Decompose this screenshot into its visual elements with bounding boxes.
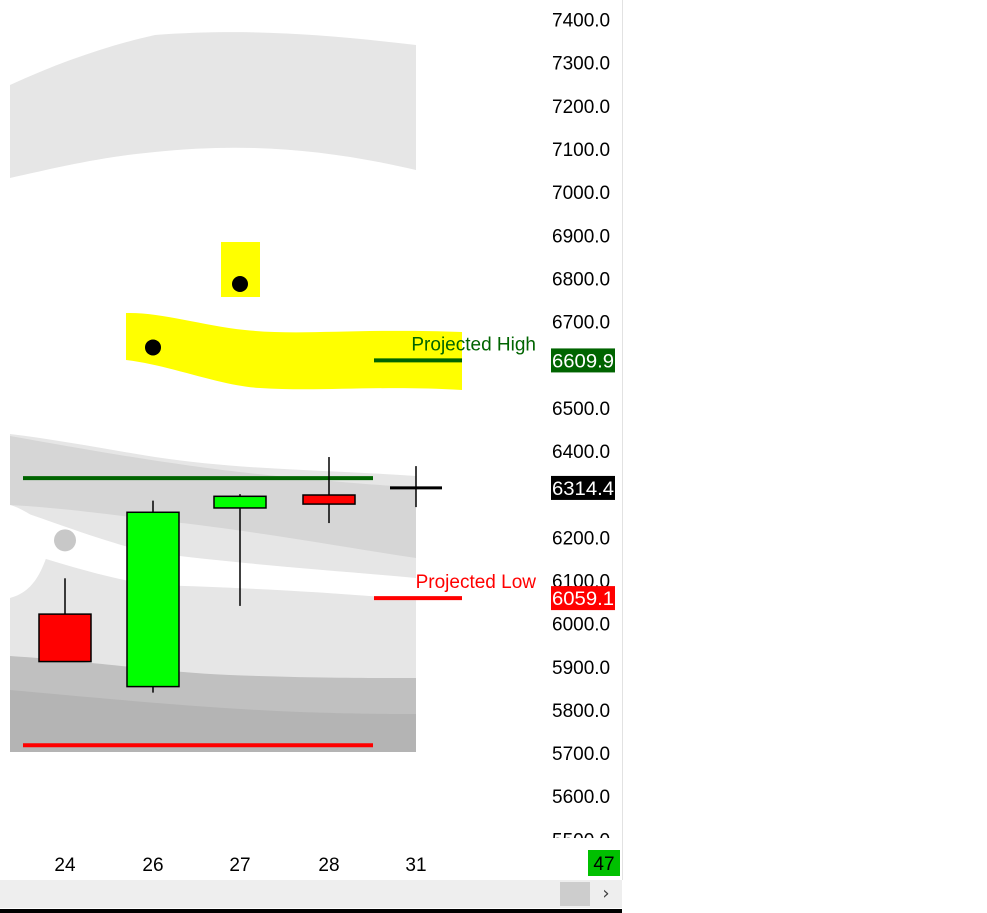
- signal-dot-24: [54, 529, 76, 552]
- lower-band-mid: [10, 436, 416, 558]
- x-tick-label: 26: [142, 855, 163, 876]
- y-tick-label: 6700.0: [552, 313, 610, 334]
- y-tick-label: 6000.0: [552, 615, 610, 636]
- x-tick-label: 28: [318, 855, 339, 876]
- y-tick-label: 6800.0: [552, 269, 610, 290]
- projection-label-0: Projected High: [411, 334, 536, 355]
- lower-band-gap: [10, 508, 416, 600]
- y-tick-label: 6200.0: [552, 528, 610, 549]
- y-tick-label: 5800.0: [552, 701, 610, 722]
- candles: [38, 457, 442, 693]
- y-tick-label: 7300.0: [552, 54, 610, 75]
- y-tick-label: 7100.0: [552, 140, 610, 161]
- candle-28: [302, 457, 356, 524]
- y-tick-label: 7200.0: [552, 97, 610, 118]
- y-tick-label: 6500.0: [552, 399, 610, 420]
- projection-badge-1-label: 6059.1: [552, 589, 614, 610]
- y-tick-label: 6400.0: [552, 442, 610, 463]
- shaded-bands: [10, 32, 416, 752]
- y-tick-label: 5600.0: [552, 787, 610, 808]
- y-tick-label: 5900.0: [552, 658, 610, 679]
- x-axis: 24 26 27 28 31: [54, 855, 426, 876]
- y-tick-label: 7400.0: [552, 11, 610, 32]
- candle-body: [302, 494, 356, 505]
- current-price-badge-bg: [551, 475, 615, 500]
- y-tick-label: 5500.0: [552, 830, 610, 851]
- corner-badge-bg: [588, 850, 620, 876]
- projection-highlights: [126, 242, 462, 390]
- x-tick-label: 24: [54, 855, 76, 876]
- horizontal-scrollbar[interactable]: ›: [0, 880, 622, 908]
- y-tick-label: 7000.0: [552, 183, 610, 204]
- y-axis: 7400.0 7300.0 7200.0 7100.0 7000.0 6900.0 6800…: [552, 11, 610, 851]
- projection-badge-0-label: 6609.9: [552, 351, 614, 372]
- current-price-badge-label: 6314.4: [552, 479, 614, 500]
- candle-body: [126, 511, 180, 688]
- candle-26: [126, 500, 180, 693]
- bottom-border: [0, 909, 622, 913]
- horizontal-lines: [23, 476, 373, 748]
- candle-body: [38, 613, 92, 663]
- projection-badge-0-bg: [551, 348, 615, 373]
- corner-badge-label: 47: [593, 854, 614, 875]
- candle-24: [38, 578, 92, 663]
- x-tick-label: 31: [405, 855, 426, 876]
- scroll-right-arrow-icon[interactable]: ›: [602, 883, 610, 904]
- x-tick-label: 27: [229, 855, 250, 876]
- projection-lines: Projected High Projected Low: [374, 334, 537, 601]
- signal-dots: [54, 276, 248, 552]
- projection-badge-1-bg: [551, 586, 615, 611]
- lower-band-darker: [10, 690, 416, 752]
- highlight-band-high: [126, 312, 462, 390]
- projection-label-1: Projected Low: [416, 572, 537, 593]
- y-tick-label: 6900.0: [552, 226, 610, 247]
- candle-27: [213, 494, 267, 606]
- candle-31: [390, 466, 442, 508]
- upper-band: [10, 32, 416, 178]
- axis-border: [622, 0, 623, 880]
- y-tick-label: 5700.0: [552, 744, 610, 765]
- signal-dot-26: [145, 339, 161, 356]
- price-badges: 6609.9 6059.1 6314.4 47: [551, 348, 620, 876]
- candle-body: [213, 495, 267, 509]
- signal-dot-27: [232, 276, 248, 293]
- scroll-thumb[interactable]: [560, 882, 590, 906]
